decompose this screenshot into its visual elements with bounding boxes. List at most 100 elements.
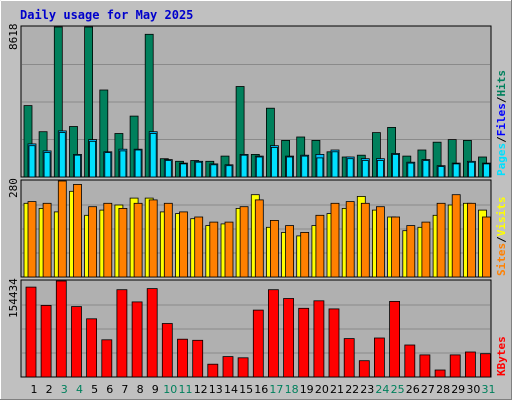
bar-pages bbox=[316, 157, 324, 178]
bar-kbytes bbox=[86, 318, 97, 378]
bar-sites bbox=[163, 202, 173, 278]
bar-sites bbox=[421, 221, 431, 278]
x-tick-label: 6 bbox=[106, 383, 113, 396]
x-tick-label: 2 bbox=[46, 383, 53, 396]
x-tick-label: 11 bbox=[179, 383, 193, 396]
bar-pages bbox=[255, 156, 263, 178]
bar-pages bbox=[452, 163, 460, 178]
legend-slash: / bbox=[495, 236, 508, 243]
bar-sites bbox=[391, 216, 401, 278]
x-tick-label: 14 bbox=[224, 383, 238, 396]
x-tick-label: 20 bbox=[315, 383, 329, 396]
x-tick-label: 23 bbox=[360, 383, 374, 396]
bar-kbytes bbox=[146, 288, 158, 378]
bar-pages bbox=[58, 132, 66, 178]
x-tick-label: 12 bbox=[194, 383, 208, 396]
bar-sites bbox=[482, 216, 491, 278]
chart-title: Daily usage for May 2025 bbox=[20, 8, 193, 22]
bar-pages bbox=[467, 161, 475, 178]
bar-pages bbox=[331, 151, 339, 178]
bar-pages bbox=[437, 166, 445, 178]
bar-sites bbox=[73, 183, 82, 278]
x-tick-label: 26 bbox=[406, 383, 420, 396]
bar-pages bbox=[392, 153, 400, 178]
x-tick-label: 1 bbox=[31, 383, 38, 396]
bar-sites bbox=[360, 202, 370, 278]
bar-sites bbox=[406, 225, 416, 278]
bar-pages bbox=[286, 156, 294, 178]
bar-pages bbox=[28, 145, 36, 178]
bar-pages bbox=[270, 146, 278, 178]
bar-sites bbox=[118, 207, 128, 278]
bar-kbytes bbox=[101, 339, 113, 378]
bar-pages bbox=[301, 155, 309, 178]
bar-sites bbox=[345, 201, 355, 278]
legend-pages: Pages bbox=[495, 143, 508, 176]
bar-kbytes bbox=[313, 300, 325, 378]
x-tick-label: 9 bbox=[152, 383, 159, 396]
x-tick-label: 15 bbox=[239, 383, 253, 396]
bar-kbytes bbox=[131, 301, 143, 378]
x-tick-label: 16 bbox=[254, 383, 268, 396]
bar-kbytes bbox=[237, 357, 249, 378]
legend-sites: Sites bbox=[495, 243, 508, 276]
bar-pages bbox=[240, 154, 248, 178]
x-tick-label: 19 bbox=[300, 383, 314, 396]
bars bbox=[23, 26, 491, 378]
bar-sites bbox=[209, 221, 219, 278]
bar-kbytes bbox=[252, 309, 264, 378]
legend-kbytes: KBytes bbox=[495, 336, 508, 376]
legend-slash: / bbox=[495, 96, 508, 103]
bar-pages bbox=[43, 152, 51, 178]
bar-sites bbox=[285, 225, 295, 278]
bar-kbytes bbox=[298, 307, 310, 378]
x-tick-label: 31 bbox=[482, 383, 496, 396]
bar-pages bbox=[483, 163, 490, 178]
legend-hits-files-pages: Pages/Files/Hits bbox=[495, 70, 508, 176]
ymax-label-hits: 8618 bbox=[7, 24, 20, 51]
bar-pages bbox=[346, 158, 354, 178]
bar-kbytes bbox=[55, 280, 67, 378]
bar-pages bbox=[361, 160, 369, 178]
bar-sites bbox=[224, 221, 234, 278]
bar-kbytes bbox=[71, 306, 82, 378]
bar-pages bbox=[422, 160, 430, 178]
legend-files: Files bbox=[495, 103, 508, 136]
bar-kbytes bbox=[373, 337, 385, 378]
bar-sites bbox=[300, 231, 310, 278]
bar-kbytes bbox=[207, 363, 219, 378]
bar-kbytes bbox=[358, 360, 370, 378]
x-tick-label: 28 bbox=[436, 383, 450, 396]
bar-sites bbox=[451, 194, 461, 278]
bar-kbytes bbox=[434, 369, 446, 378]
bar-sites bbox=[269, 219, 279, 278]
bar-pages bbox=[134, 149, 142, 178]
x-tick-label: 29 bbox=[451, 383, 465, 396]
bar-kbytes bbox=[161, 323, 173, 378]
bar-kbytes bbox=[343, 338, 355, 378]
x-tick-label: 10 bbox=[163, 383, 177, 396]
bar-kbytes bbox=[480, 353, 491, 378]
ymax-label-kbytes: 154434 bbox=[7, 278, 20, 318]
x-tick-label: 7 bbox=[121, 383, 128, 396]
bar-sites bbox=[133, 202, 143, 278]
legend-visits: Visits bbox=[495, 197, 508, 237]
bar-kbytes bbox=[419, 354, 431, 378]
bar-pages bbox=[74, 154, 81, 178]
bar-sites bbox=[315, 214, 325, 278]
bar-sites bbox=[179, 211, 188, 278]
bar-sites bbox=[254, 199, 264, 278]
bar-pages bbox=[376, 160, 384, 178]
bar-kbytes bbox=[267, 289, 279, 378]
bar-kbytes bbox=[40, 304, 52, 378]
bar-sites bbox=[103, 202, 113, 278]
x-tick-label: 25 bbox=[391, 383, 405, 396]
legend-hits: Hits bbox=[495, 70, 508, 97]
x-tick-label: 4 bbox=[76, 383, 83, 396]
bar-kbytes bbox=[283, 298, 295, 378]
bar-pages bbox=[104, 152, 112, 178]
bar-pages bbox=[89, 140, 96, 178]
bar-kbytes bbox=[177, 338, 188, 378]
bar-pages bbox=[225, 165, 233, 178]
bar-sites bbox=[436, 202, 446, 278]
